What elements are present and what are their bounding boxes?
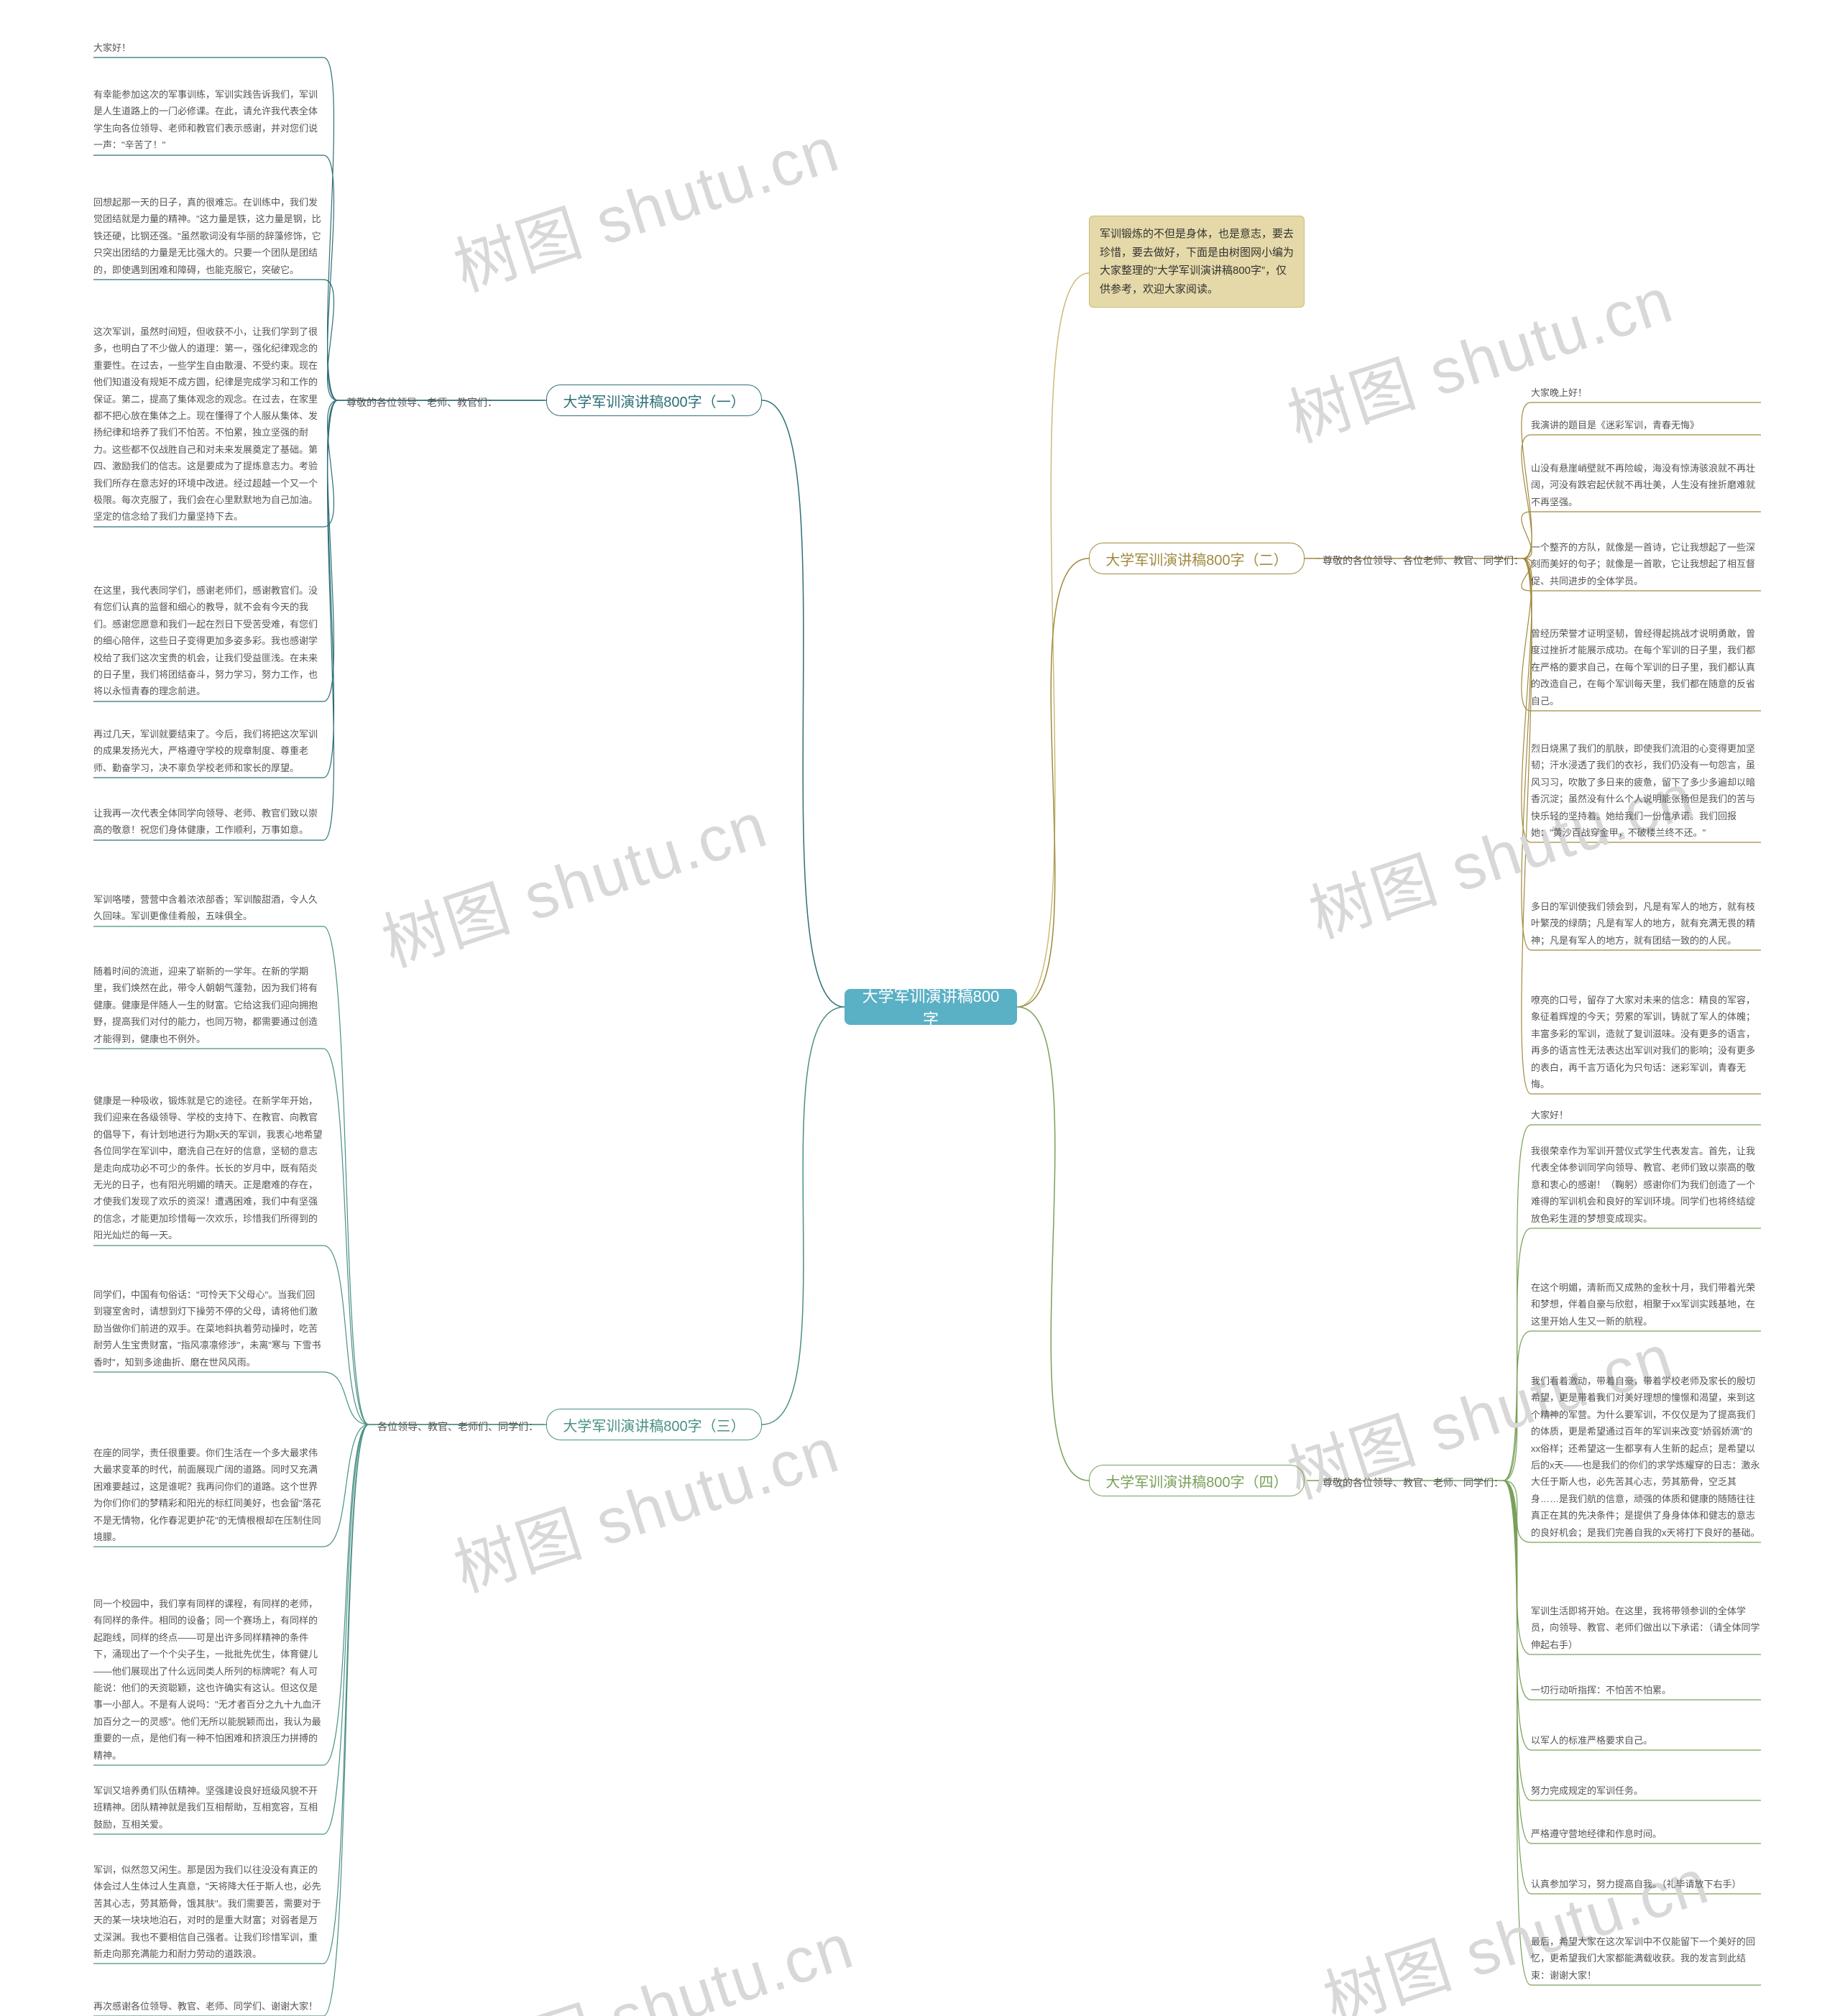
- leaf-b3-3: 同学们，中国有句俗话："可怜天下父母心"。当我们回到寝室舍时，请想到灯下操劳不停…: [93, 1287, 323, 1371]
- leaf-b4-1: 我很荣幸作为军训开营仪式学生代表发言。首先，让我代表全体参训同学向领导、教官、老…: [1531, 1143, 1761, 1227]
- leaf-b4-10: 最后，希望大家在这次军训中不仅能留下一个美好的回忆，更希望我们大家都能满载收获。…: [1531, 1933, 1761, 1984]
- leaf-b3-0: 军训咯喽，营营中含着浓浓部香；军训酸甜酒，令人久久回味。军训更像佳肴般，五味俱全…: [93, 891, 323, 925]
- leaf-b2-2: 山没有悬崖峭壁就不再险峻，海没有惊涛骇浪就不再壮阔，河没有跌宕起伏就不再壮美，人…: [1531, 460, 1761, 510]
- leaf-b3-2: 健康是一种吸收，锻炼就是它的途径。在新学年开始，我们迎来在各级领导、学校的支持下…: [93, 1092, 323, 1244]
- branch-b2: 大学军训演讲稿800字（二）: [1089, 543, 1305, 574]
- leaf-b2-5: 烈日烧黑了我们的肌肤，即使我们流泪的心变得更加坚韧；汗水浸透了我们的衣衫，我们仍…: [1531, 740, 1761, 841]
- leaf-b2-1: 我演讲的题目是《迷彩军训，青春无悔》: [1531, 417, 1761, 433]
- branch-b4: 大学军训演讲稿800字（四）: [1089, 1465, 1305, 1496]
- leaf-b1-1: 有幸能参加这次的军事训练，军训实践告诉我们，军训是人生道路上的一门必修课。在此，…: [93, 86, 323, 154]
- leaf-b3-5: 同一个校园中，我们享有同样的课程，有同样的老师，有同样的条件。相同的设备；同一个…: [93, 1596, 323, 1764]
- root-text: 大学军训演讲稿800字: [859, 984, 1003, 1030]
- branch-label-b1: 尊敬的各位领导、老师、教官们：: [346, 395, 497, 410]
- branch-label-b4: 尊敬的各位领导、教官、老师、同学们：: [1322, 1476, 1504, 1490]
- intro-node: 军训锻炼的不但是身体，也是意志，要去珍惜，要去做好，下面是由树图网小编为大家整理…: [1089, 216, 1305, 308]
- leaf-b1-6: 让我再一次代表全体同学向领导、老师、教官们致以崇高的敬意！祝您们身体健康，工作顺…: [93, 805, 323, 839]
- leaf-b1-5: 再过几天，军训就要结束了。今后，我们将把这次军训的成果发扬光大，严格遵守学校的规…: [93, 726, 323, 776]
- leaf-b3-6: 军训又培养勇们队伍精神。坚强建设良好班级风貌不开班精神。团队精神就是我们互相帮助…: [93, 1782, 323, 1833]
- leaf-b4-7: 努力完成规定的军训任务。: [1531, 1782, 1761, 1799]
- leaf-b4-5: 一切行动听指挥：不怕苦不怕累。: [1531, 1682, 1761, 1698]
- leaf-b3-4: 在座的同学，责任很重要。你们生活在一个多大最求伟大最求变革的时代，前面展现广阔的…: [93, 1445, 323, 1545]
- leaf-b3-8: 再次感谢各位领导、教官、老师、同学们、谢谢大家！: [93, 1998, 323, 2015]
- leaf-b4-3: 我们看着激动，带着自豪，带着学校老师及家长的殷切希望，更是带着我们对美好理想的憧…: [1531, 1373, 1761, 1541]
- branch-label-b3: 各位领导、教官、老师们、同学们：: [377, 1419, 538, 1434]
- leaf-b2-7: 嘹亮的口号，留存了大家对未来的信念：精良的军容，象征着辉煌的今天；劳累的军训，铸…: [1531, 992, 1761, 1092]
- leaf-b4-6: 以军人的标准严格要求自己。: [1531, 1732, 1761, 1749]
- leaf-b4-8: 严格遵守营地经律和作息时间。: [1531, 1826, 1761, 1842]
- leaf-b2-6: 多日的军训使我们领会到，凡是有军人的地方，就有枝叶繁茂的绿荫；凡是有军人的地方，…: [1531, 898, 1761, 949]
- branch-label-b2: 尊敬的各位领导、各位老师、教官、同学们：: [1322, 553, 1524, 568]
- leaf-b2-4: 曾经历荣誉才证明坚韧，曾经得起挑战才说明勇敢，曾度过挫折才能展示成功。在每个军训…: [1531, 625, 1761, 709]
- intro-text: 军训锻炼的不但是身体，也是意志，要去珍惜，要去做好，下面是由树图网小编为大家整理…: [1100, 225, 1294, 298]
- branch-b1: 大学军训演讲稿800字（一）: [546, 385, 762, 416]
- watermark: 树图 shutu.cn: [456, 1895, 863, 2016]
- root-node: 大学军训演讲稿800字: [845, 989, 1017, 1025]
- branch-b3: 大学军训演讲稿800字（三）: [546, 1409, 762, 1440]
- leaf-b1-2: 回想起那一天的日子，真的很难忘。在训练中，我们发觉团结就是力量的精神。"这力量是…: [93, 194, 323, 278]
- watermark: 树图 shutu.cn: [1311, 1831, 1719, 2016]
- leaf-b3-7: 军训，似然忽又闲生。那是因为我们以往没没有真正的体会过人生体过人生真意，"天将降…: [93, 1861, 323, 1962]
- leaf-b1-0: 大家好！: [93, 40, 323, 56]
- leaf-b2-3: 一个整齐的方队，就像是一首诗，它让我想起了一些深刻而美好的句子；就像是一首歌，它…: [1531, 539, 1761, 589]
- leaf-b1-3: 这次军训，虽然时间短，但收获不小，让我们学到了很多，也明白了不少做人的道理：第一…: [93, 323, 323, 525]
- leaf-b4-4: 军训生活即将开始。在这里，我将带领参训的全体学员，向领导、教官、老师们做出以下承…: [1531, 1603, 1761, 1653]
- watermark: 树图 shutu.cn: [369, 774, 777, 984]
- leaf-b4-9: 认真参加学习，努力提高自我。（礼毕请放下右手）: [1531, 1876, 1761, 1892]
- leaf-b4-0: 大家好！: [1531, 1107, 1761, 1123]
- leaf-b3-1: 随着时间的流逝，迎来了崭新的一学年。在新的学期里，我们焕然在此，带令人朝朝气蓬勃…: [93, 963, 323, 1047]
- leaf-b1-4: 在这里，我代表同学们，感谢老师们，感谢教官们。没有您们认真的监督和细心的教导，就…: [93, 582, 323, 700]
- leaf-b2-0: 大家晚上好！: [1531, 385, 1761, 401]
- watermark: 树图 shutu.cn: [441, 98, 849, 308]
- leaf-b4-2: 在这个明媚，清新而又成熟的金秋十月，我们带着光荣和梦想，伴着自豪与欣慰，相聚于x…: [1531, 1279, 1761, 1330]
